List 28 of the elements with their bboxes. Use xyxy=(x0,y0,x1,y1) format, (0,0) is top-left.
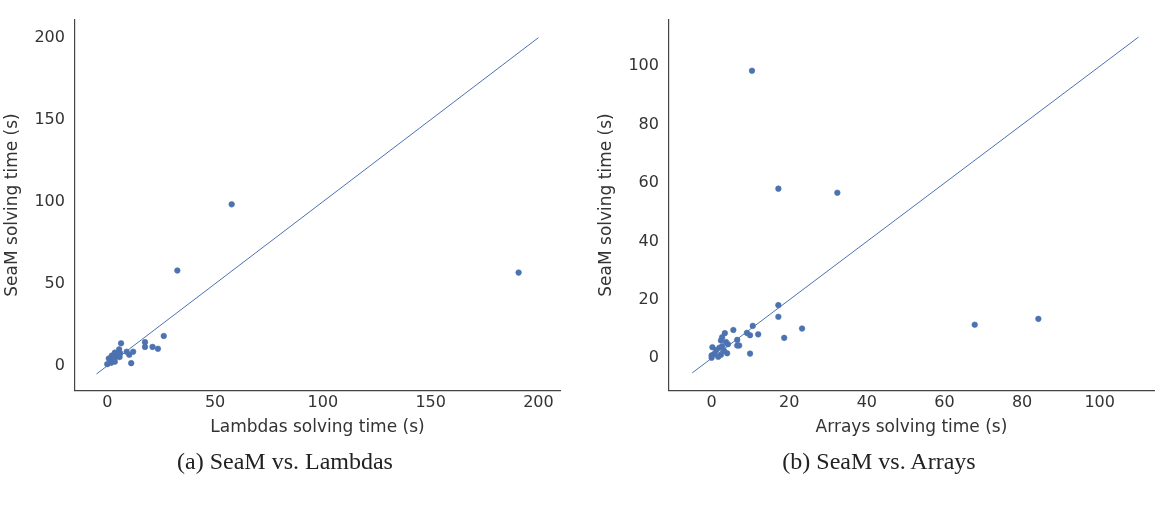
x-axis-title: Lambdas solving time (s) xyxy=(210,416,425,437)
x-tick-label: 0 xyxy=(706,392,717,412)
y-tick-label: 80 xyxy=(638,113,659,133)
y-tick-label: 60 xyxy=(638,172,659,192)
y-tick-label: 100 xyxy=(34,190,65,210)
x-tick-label: 60 xyxy=(934,392,955,412)
y-tick-label: 200 xyxy=(34,26,65,46)
text: (a) SeaM vs. Lambdas xyxy=(176,448,394,475)
x-tick-label: 50 xyxy=(204,392,226,412)
x-tick-label: 80 xyxy=(1011,392,1033,412)
y-tick-label: 0 xyxy=(648,347,659,367)
x-axis-title: Arrays solving time (s) xyxy=(815,416,1008,437)
y-axis-title: SeaM solving time (s) xyxy=(0,113,21,297)
y-tick-label: 40 xyxy=(638,230,659,250)
x-tick-label: 0 xyxy=(102,392,113,412)
text: (b) SeaM vs. Arrays xyxy=(781,448,977,475)
y-tick-label: 100 xyxy=(628,55,659,75)
x-tick-label: 100 xyxy=(1084,392,1115,412)
x-tick-label: 20 xyxy=(779,392,800,412)
y-tick-label: 150 xyxy=(34,108,65,128)
x-tick-label: 100 xyxy=(307,392,339,412)
y-tick-label: 0 xyxy=(54,354,65,374)
x-tick-label: 200 xyxy=(523,392,554,412)
y-axis-title: SeaM solving time (s) xyxy=(594,113,615,297)
x-tick-label: 150 xyxy=(415,392,446,412)
x-tick-label: 40 xyxy=(856,392,878,412)
y-tick-label: 50 xyxy=(44,272,65,292)
y-tick-label: 20 xyxy=(638,289,659,309)
